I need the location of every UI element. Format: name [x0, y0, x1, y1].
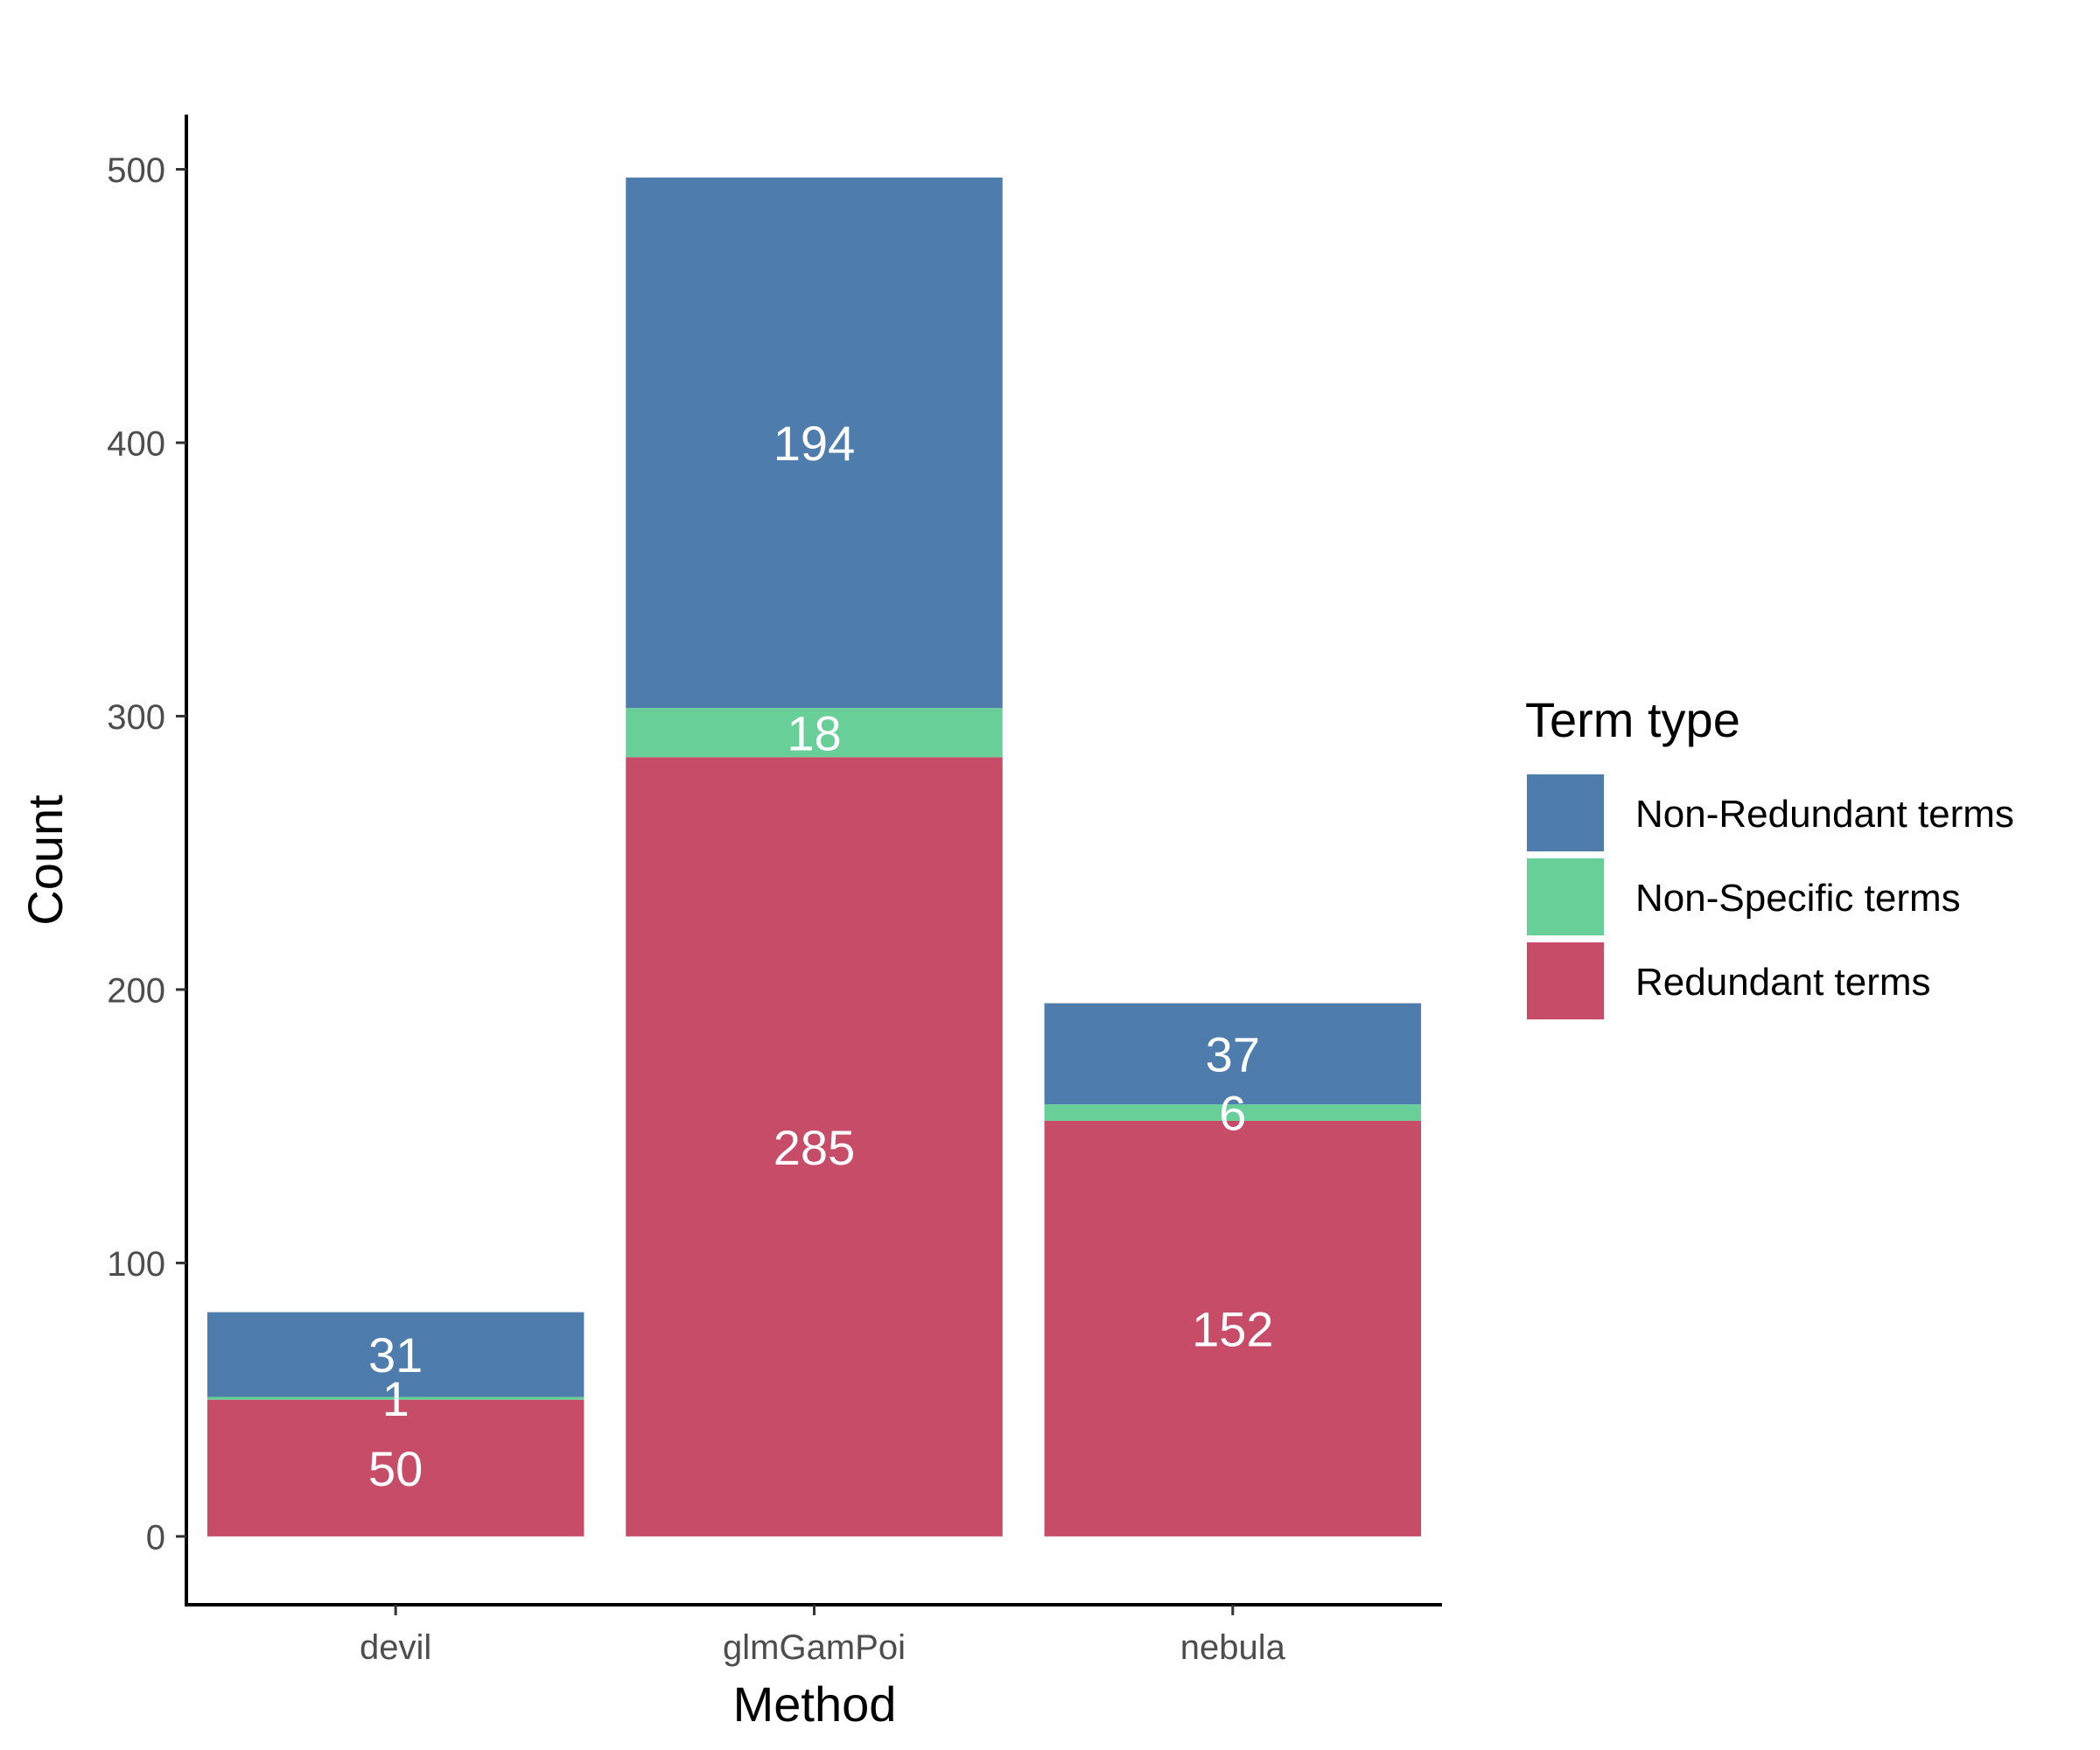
x-tick-label-nebula: nebula: [1180, 1628, 1286, 1667]
y-tick-label: 500: [107, 151, 165, 190]
y-tick-label: 0: [146, 1518, 165, 1557]
legend-swatch-non-specific-terms: [1527, 858, 1604, 935]
x-tick-label-devil: devil: [360, 1628, 431, 1667]
bar-label-glmgampoi-non-redundant-terms: 194: [774, 416, 855, 471]
legend-swatch-redundant-terms: [1527, 942, 1604, 1019]
bar-nebula-redundant-terms: [1044, 1120, 1422, 1536]
bar-nebula-non-redundant-terms: [1044, 1003, 1422, 1105]
y-tick-label: 400: [107, 424, 165, 463]
y-ticks-layer: 0 100 200 300 400 500: [107, 151, 186, 1557]
legend-swatch-non-redundant-terms: [1527, 774, 1604, 851]
legend-label-non-specific-terms: Non-Specific terms: [1635, 877, 1961, 920]
bar-label-nebula-redundant-terms: 152: [1192, 1302, 1273, 1357]
y-tick-label: 300: [107, 698, 165, 737]
y-tick-label: 200: [107, 971, 165, 1010]
bar-label-nebula-non-specific-terms: 6: [1219, 1086, 1246, 1141]
bar-label-glmgampoi-redundant-terms: 285: [774, 1120, 855, 1175]
bars-layer: [206, 177, 1422, 1536]
x-ticks-layer: devil glmGamPoi nebula: [360, 1605, 1286, 1667]
bar-label-devil-redundant-terms: 50: [368, 1441, 423, 1496]
bar-devil-non-specific-terms: [206, 1396, 584, 1400]
x-axis-title: Method: [733, 1676, 897, 1732]
y-axis-title: Count: [18, 794, 73, 926]
x-tick-label-glmgampoi: glmGamPoi: [723, 1628, 906, 1667]
bar-nebula-non-specific-terms: [1044, 1104, 1422, 1121]
bar-label-devil-non-redundant-terms: 31: [368, 1327, 423, 1382]
bar-label-glmgampoi-non-specific-terms: 18: [787, 705, 841, 760]
bar-label-devil-non-specific-terms: 1: [382, 1371, 410, 1426]
bar-devil-non-redundant-terms: [206, 1312, 584, 1397]
legend-label-non-redundant-terms: Non-Redundant terms: [1635, 793, 2014, 836]
y-tick-label: 100: [107, 1245, 165, 1284]
bar-glmgampoi-non-redundant-terms: [626, 177, 1003, 709]
legend: Term type Non-Redundant terms Non-Specifi…: [1525, 692, 2014, 1019]
bar-glmgampoi-redundant-terms: [626, 757, 1003, 1536]
bar-labels-layer: 50 131 285 18 194 152 637: [368, 416, 1274, 1496]
bar-glmgampoi-non-specific-terms: [626, 708, 1003, 758]
legend-label-redundant-terms: Redundant terms: [1635, 961, 1931, 1004]
bar-label-nebula-non-redundant-terms: 37: [1206, 1027, 1260, 1082]
legend-title: Term type: [1525, 692, 1740, 747]
bar-devil-redundant-terms: [206, 1399, 584, 1536]
